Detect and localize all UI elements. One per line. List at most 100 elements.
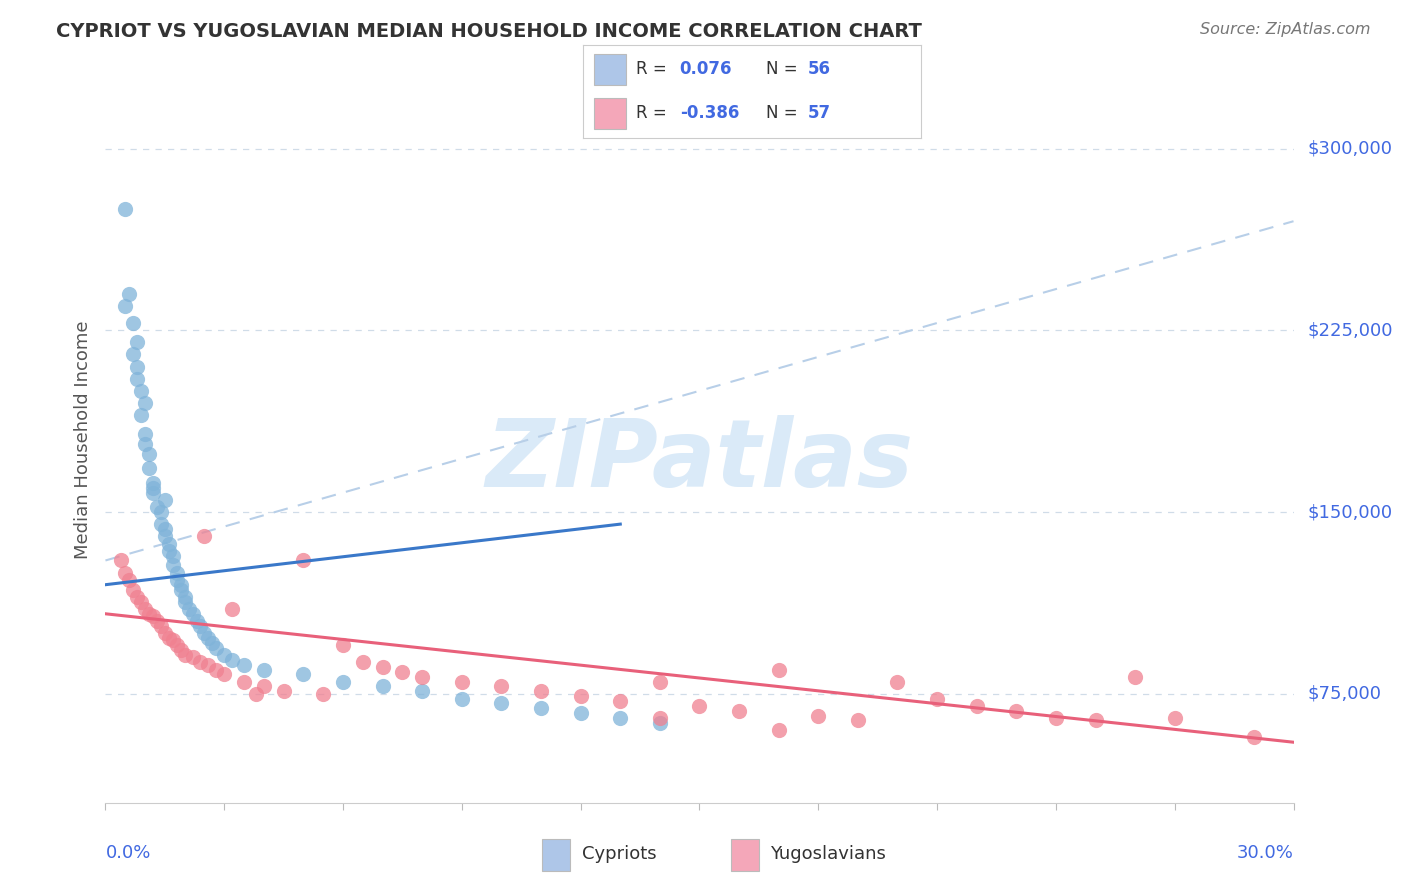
Point	[332, 674, 354, 689]
Point	[846, 714, 869, 728]
Point	[450, 691, 472, 706]
Text: $225,000: $225,000	[1308, 321, 1393, 339]
Point	[166, 566, 188, 580]
Text: $150,000: $150,000	[1308, 503, 1392, 521]
Text: ZIPatlas: ZIPatlas	[485, 415, 914, 508]
Point	[118, 573, 141, 587]
Point	[149, 619, 172, 633]
Point	[491, 697, 513, 711]
Point	[173, 648, 195, 662]
Point	[253, 680, 276, 694]
Point	[142, 475, 165, 490]
Point	[1005, 704, 1028, 718]
Point	[273, 684, 295, 698]
Point	[768, 663, 790, 677]
Point	[134, 437, 156, 451]
Point	[110, 553, 132, 567]
FancyBboxPatch shape	[543, 839, 569, 871]
FancyBboxPatch shape	[731, 839, 759, 871]
Point	[253, 663, 276, 677]
Point	[134, 602, 156, 616]
Point	[391, 665, 413, 679]
Point	[142, 481, 165, 495]
Text: N =: N =	[766, 60, 803, 78]
Point	[190, 619, 212, 633]
Point	[966, 698, 988, 713]
Point	[142, 609, 165, 624]
Point	[162, 549, 184, 563]
Point	[214, 648, 236, 662]
Point	[173, 595, 195, 609]
Point	[609, 711, 631, 725]
Point	[292, 667, 315, 681]
Point	[157, 631, 180, 645]
Text: 30.0%: 30.0%	[1237, 845, 1294, 863]
Point	[768, 723, 790, 737]
Point	[201, 636, 224, 650]
Point	[648, 674, 671, 689]
Point	[689, 698, 711, 713]
Point	[138, 447, 160, 461]
Text: R =: R =	[636, 104, 672, 122]
Point	[530, 701, 553, 715]
Point	[129, 408, 152, 422]
Point	[186, 614, 208, 628]
Point	[162, 633, 184, 648]
Point	[181, 650, 204, 665]
Point	[138, 461, 160, 475]
Point	[162, 558, 184, 573]
Point	[170, 643, 193, 657]
Point	[411, 670, 433, 684]
Point	[127, 372, 149, 386]
Point	[245, 687, 267, 701]
Point	[127, 359, 149, 374]
Text: R =: R =	[636, 60, 672, 78]
Point	[886, 674, 908, 689]
Point	[166, 638, 188, 652]
Text: CYPRIOT VS YUGOSLAVIAN MEDIAN HOUSEHOLD INCOME CORRELATION CHART: CYPRIOT VS YUGOSLAVIAN MEDIAN HOUSEHOLD …	[56, 22, 922, 41]
Point	[205, 640, 228, 655]
Point	[221, 653, 243, 667]
Point	[197, 631, 219, 645]
Point	[146, 614, 169, 628]
Point	[118, 287, 141, 301]
Point	[153, 522, 176, 536]
Text: N =: N =	[766, 104, 803, 122]
Point	[1123, 670, 1146, 684]
Point	[352, 655, 374, 669]
Point	[138, 607, 160, 621]
Point	[157, 536, 180, 550]
Point	[332, 638, 354, 652]
Point	[221, 602, 243, 616]
Point	[166, 573, 188, 587]
Point	[153, 626, 176, 640]
Text: $75,000: $75,000	[1308, 685, 1382, 703]
Text: -0.386: -0.386	[679, 104, 740, 122]
Point	[609, 694, 631, 708]
Point	[569, 689, 592, 703]
Point	[129, 595, 152, 609]
Point	[114, 299, 136, 313]
Point	[127, 590, 149, 604]
Point	[233, 674, 256, 689]
Point	[170, 582, 193, 597]
Point	[170, 578, 193, 592]
Point	[114, 202, 136, 216]
Point	[114, 566, 136, 580]
Point	[122, 316, 145, 330]
Point	[122, 582, 145, 597]
Point	[181, 607, 204, 621]
Point	[292, 553, 315, 567]
Point	[371, 660, 394, 674]
Point	[491, 680, 513, 694]
Point	[1243, 731, 1265, 745]
Point	[190, 655, 212, 669]
Point	[157, 543, 180, 558]
Point	[149, 517, 172, 532]
Point	[153, 529, 176, 543]
Point	[728, 704, 751, 718]
Point	[142, 485, 165, 500]
Point	[807, 708, 830, 723]
Point	[411, 684, 433, 698]
Point	[569, 706, 592, 720]
